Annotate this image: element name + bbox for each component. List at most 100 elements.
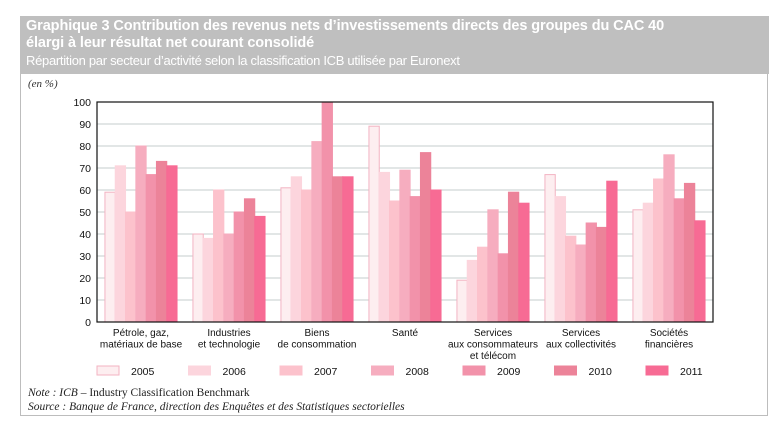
bar-2010 (419, 152, 432, 323)
note-text: – Industry Classification Benchmark (77, 387, 250, 399)
x-category-label: Pétrole, gaz, (113, 328, 169, 339)
y-tick-label: 0 (85, 317, 91, 329)
chart-notes: Note : ICB – Industry Classification Ben… (28, 386, 405, 414)
legend-label-2006: 2006 (223, 366, 247, 378)
x-category-label: Services (474, 328, 512, 339)
legend-label-2007: 2007 (314, 366, 338, 378)
x-category-label: Santé (392, 328, 419, 339)
bar-2007 (477, 246, 489, 323)
y-axis-unit-label: (en %) (28, 78, 58, 90)
legend-swatch-2006 (188, 365, 211, 376)
x-category-label: Sociétés (650, 328, 688, 339)
x-category-label: matériaux de base (100, 340, 183, 351)
bar-2011 (166, 165, 178, 323)
bar-2009 (321, 101, 333, 323)
x-category-label: Industries (207, 328, 250, 339)
chart-title-line1: Graphique 3 Contribution des revenus net… (26, 18, 665, 34)
bar-2011 (518, 202, 530, 323)
bar-2011 (694, 220, 706, 323)
bar-2006 (290, 176, 303, 323)
legend-swatch-2005 (96, 365, 120, 376)
y-tick-label: 60 (79, 185, 91, 197)
y-tick-label: 90 (79, 119, 91, 131)
bar-2006 (642, 202, 655, 323)
bar-2009 (497, 253, 509, 323)
bar-2008 (223, 233, 235, 323)
bar-2007 (653, 178, 665, 323)
y-tick-label: 20 (79, 273, 91, 285)
bar-2011 (606, 180, 618, 323)
bar-2010 (683, 182, 696, 323)
bar-2007 (301, 189, 313, 323)
y-tick-label: 100 (73, 97, 91, 109)
legend-label-2005: 2005 (131, 366, 155, 378)
legend-swatch-2007 (279, 365, 303, 376)
note-line: Note : ICB – Industry Classification Ben… (28, 386, 405, 400)
bar-2006 (466, 259, 479, 323)
bar-2009 (673, 198, 685, 323)
note-label: Note : ICB (28, 387, 78, 399)
bar-2005 (544, 174, 556, 323)
bar-2008 (399, 169, 411, 323)
bar-2007 (125, 211, 137, 323)
bar-2005 (192, 233, 204, 323)
bar-2006 (378, 171, 391, 323)
bar-2006 (202, 237, 215, 323)
y-tick-label: 10 (79, 295, 91, 307)
source-line: Source : Banque de France, direction des… (28, 400, 405, 414)
chart-title-line2: élargi à leur résultat net courant conso… (26, 35, 315, 51)
chart-frame (20, 16, 768, 416)
bar-2009 (233, 211, 245, 323)
plot-area-border (96, 101, 714, 323)
x-category-label: Services (562, 328, 600, 339)
bar-2005 (104, 191, 116, 323)
x-category-label: aux collectivités (546, 340, 616, 351)
source-text: Source : Banque de France, direction des… (28, 401, 405, 413)
bar-2007 (213, 189, 225, 323)
bar-2009 (145, 174, 157, 323)
y-tick-label: 70 (79, 163, 91, 175)
x-category-label: de consommation (278, 340, 357, 351)
legend-swatch-2008 (371, 365, 394, 376)
x-category-label: financières (645, 340, 693, 351)
bar-2010 (243, 198, 256, 323)
x-category-label: aux consommateurs (448, 340, 538, 351)
y-tick-label: 40 (79, 229, 91, 241)
bar-2011 (342, 176, 354, 323)
chart-header: Graphique 3 Contribution des revenus net… (20, 16, 769, 74)
y-tick-label: 30 (79, 251, 91, 263)
bar-2005 (368, 125, 380, 323)
legend-label-2010: 2010 (589, 366, 613, 378)
bar-2006 (114, 165, 127, 323)
y-tick-label: 50 (79, 207, 91, 219)
x-category-label: Biens (304, 328, 329, 339)
legend-label-2011: 2011 (680, 366, 703, 378)
y-tick-label: 80 (79, 141, 91, 153)
bar-2008 (135, 145, 147, 323)
bar-2009 (409, 196, 421, 323)
legend-swatch-2010 (554, 365, 577, 376)
bar-2011 (430, 189, 442, 323)
bar-2007 (389, 200, 401, 323)
chart-subtitle: Répartition par secteur d’activité selon… (26, 53, 460, 68)
x-category-label: et télécom (470, 351, 516, 362)
legend-swatch-2009 (462, 365, 486, 376)
bar-2008 (575, 244, 587, 323)
bar-2010 (331, 176, 344, 323)
bar-2005 (456, 279, 468, 323)
bar-2008 (311, 141, 323, 323)
legend-swatch-2011 (645, 365, 669, 376)
bar-2010 (595, 226, 608, 323)
bar-2005 (632, 209, 644, 323)
x-category-label: et technologie (198, 340, 261, 351)
bar-2011 (254, 215, 266, 323)
bar-2007 (565, 235, 577, 323)
bar-2009 (585, 222, 597, 323)
bar-2005 (280, 187, 292, 323)
legend-label-2008: 2008 (406, 366, 430, 378)
legend-label-2009: 2009 (497, 366, 521, 378)
bar-2006 (554, 196, 567, 323)
bar-2010 (507, 191, 520, 323)
bar-2010 (155, 160, 168, 323)
